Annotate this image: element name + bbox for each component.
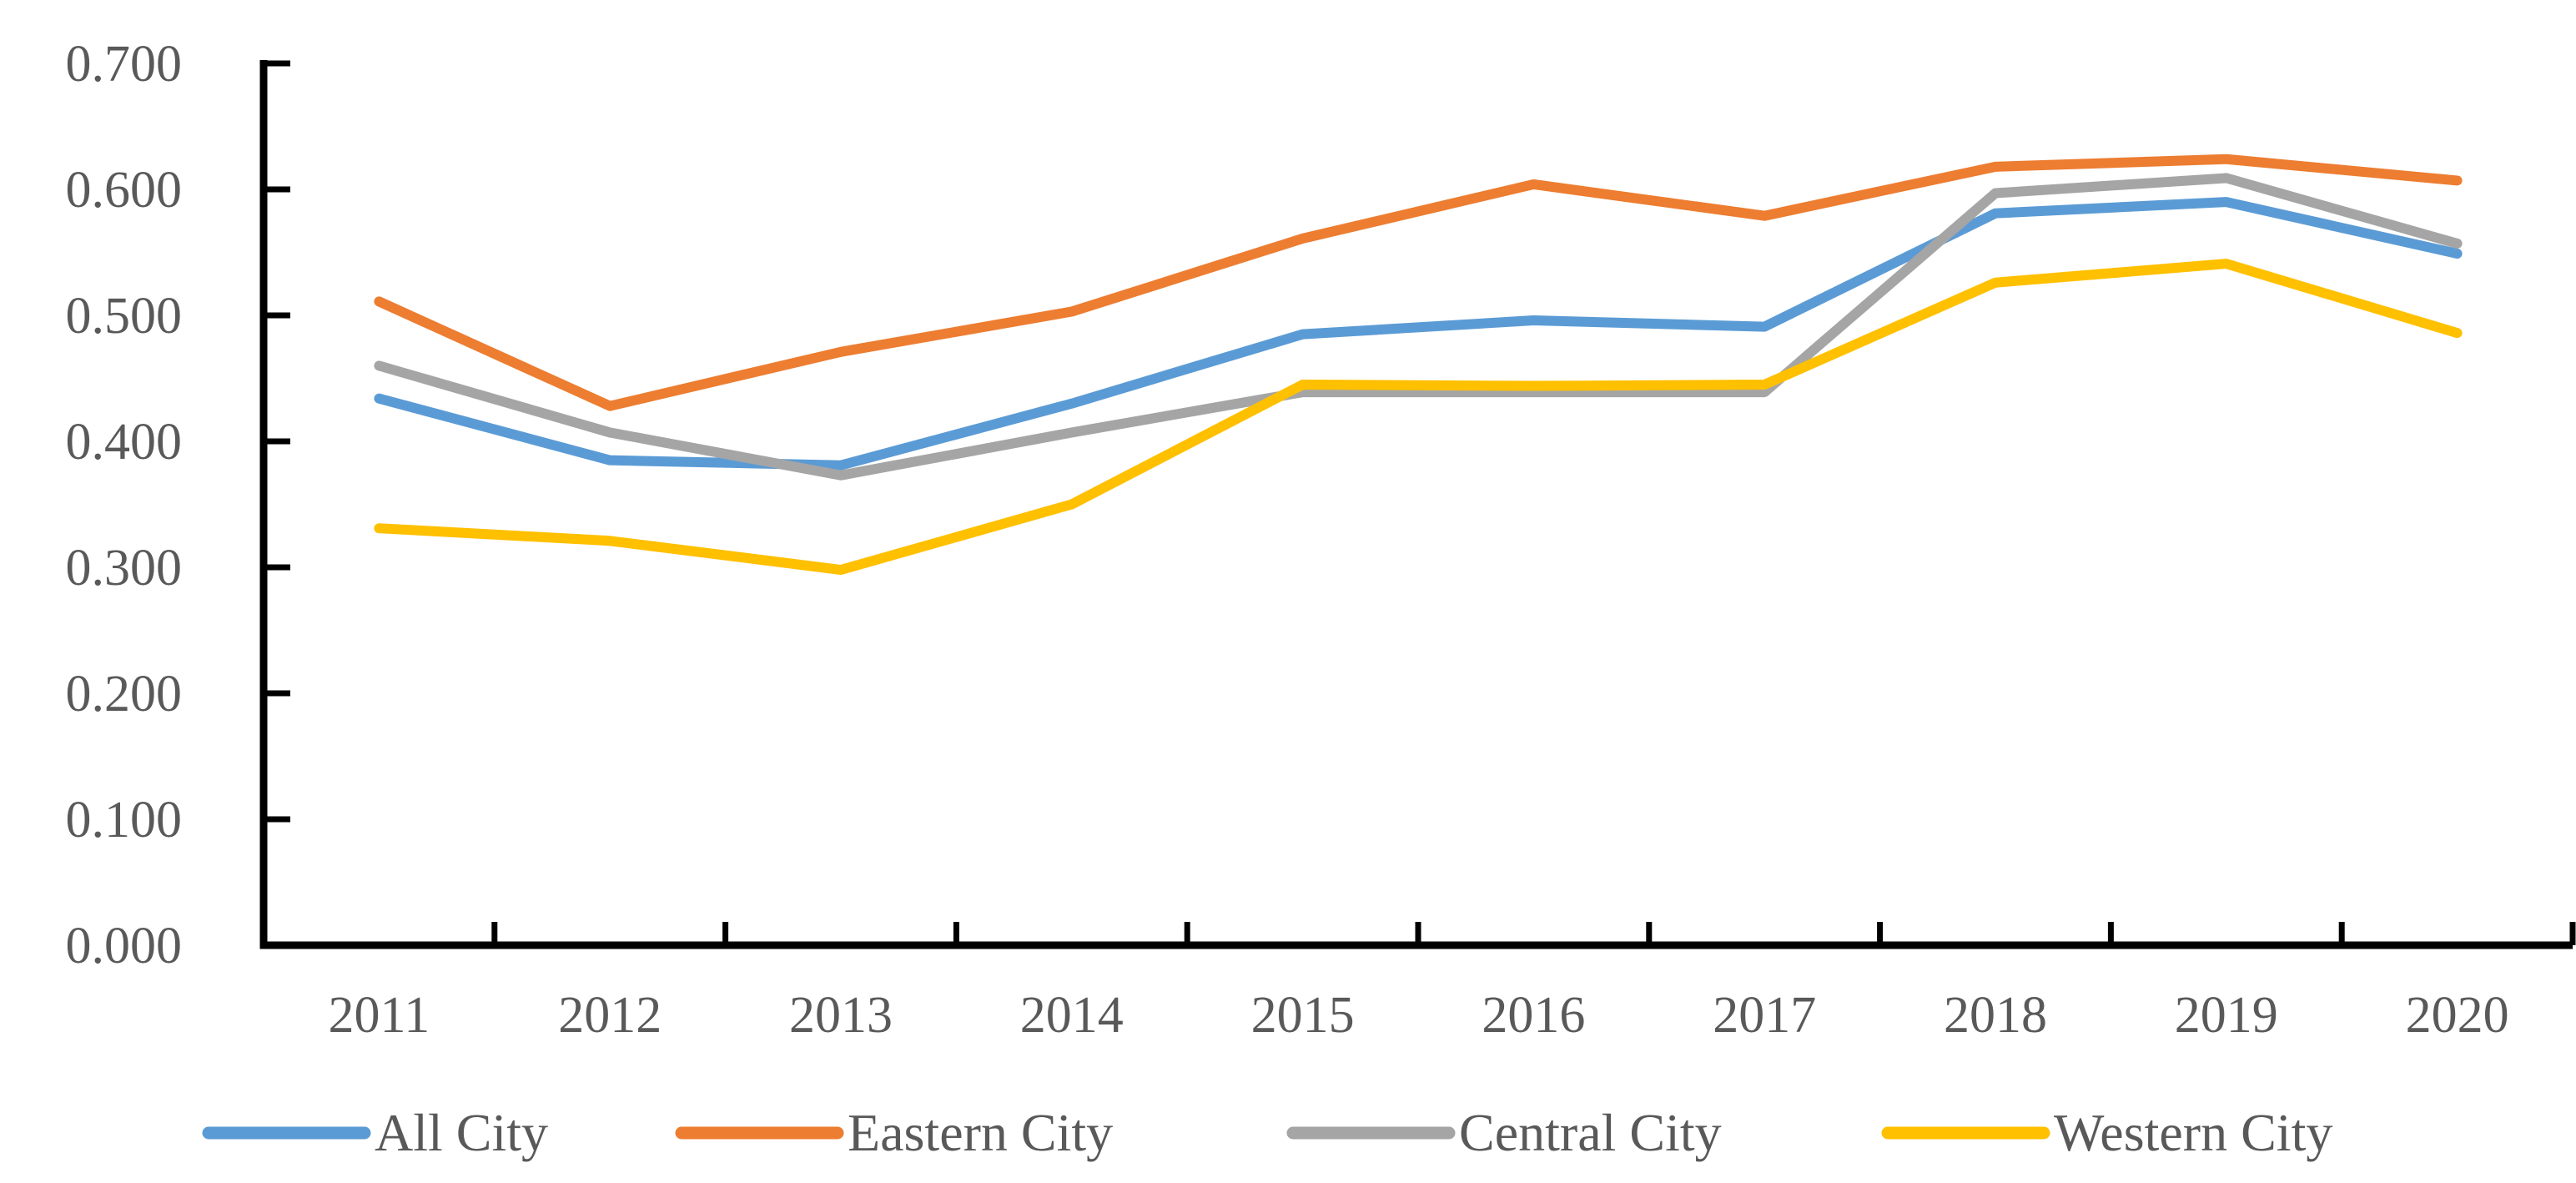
y-tick-label: 0.600 (66, 162, 183, 219)
y-tick-label: 0.400 (66, 414, 183, 471)
legend-label-eastern-city: Eastern City (848, 1103, 1113, 1162)
x-tick-label: 2018 (1944, 987, 2047, 1044)
x-tick-label: 2011 (329, 987, 430, 1044)
series-line-all-city (374, 197, 2463, 471)
x-tick-label: 2013 (789, 987, 893, 1044)
x-tick-label: 2012 (558, 987, 662, 1044)
x-tick-label: 2014 (1020, 987, 1124, 1044)
x-tick-label: 2016 (1482, 987, 1585, 1044)
x-tick-label: 2019 (2175, 987, 2278, 1044)
y-tick-label: 0.700 (66, 36, 183, 93)
legend-label-western-city: Western City (2054, 1103, 2332, 1162)
y-tick-label: 0.100 (66, 792, 183, 848)
x-tick-label: 2015 (1251, 987, 1355, 1044)
series-line-eastern-city (374, 154, 2463, 411)
y-tick-label: 0.000 (66, 918, 183, 974)
y-tick-label: 0.300 (66, 540, 183, 597)
legend-label-central-city: Central City (1459, 1103, 1722, 1162)
x-tick-label: 2017 (1713, 987, 1816, 1044)
x-tick-label: 2020 (2406, 987, 2509, 1044)
y-tick-label: 0.200 (66, 666, 183, 722)
y-tick-label: 0.500 (66, 288, 183, 345)
legend-label-all-city: All City (375, 1103, 548, 1162)
series-line-western-city (374, 259, 2463, 576)
series-line-central-city (374, 173, 2463, 481)
